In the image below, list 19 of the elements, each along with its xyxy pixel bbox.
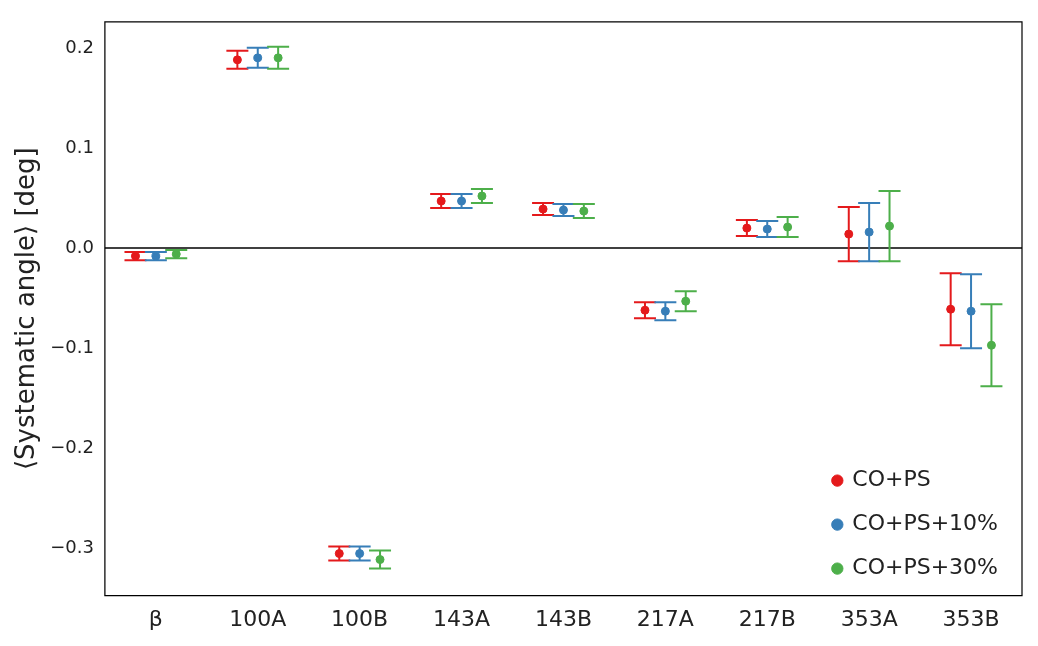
x-tick-label: β — [148, 605, 163, 631]
x-tick-label: 217B — [738, 605, 796, 631]
y-tick-label: −0.1 — [50, 335, 94, 357]
x-tick-label: 100B — [331, 605, 389, 631]
y-axis-title: ⟨Systematic angle⟩ [deg] — [10, 147, 41, 471]
x-tick-label: 143B — [534, 605, 592, 631]
y-tick-label: 0.2 — [65, 35, 94, 57]
legend-label: CO+PS — [852, 466, 931, 492]
y-tick-label: 0.1 — [65, 135, 94, 157]
legend-label: CO+PS+30% — [852, 554, 999, 580]
x-tick-label: 353B — [942, 605, 1000, 631]
y-tick-label: 0.0 — [65, 235, 94, 257]
x-tick-label: 143A — [433, 605, 491, 631]
legend-label: CO+PS+10% — [852, 510, 999, 536]
y-tick-label: −0.2 — [50, 436, 94, 458]
x-tick-label: 217A — [636, 605, 694, 631]
x-tick-label: 100A — [229, 605, 287, 631]
x-tick-label: 353A — [840, 605, 898, 631]
y-tick-label: −0.3 — [50, 536, 94, 558]
